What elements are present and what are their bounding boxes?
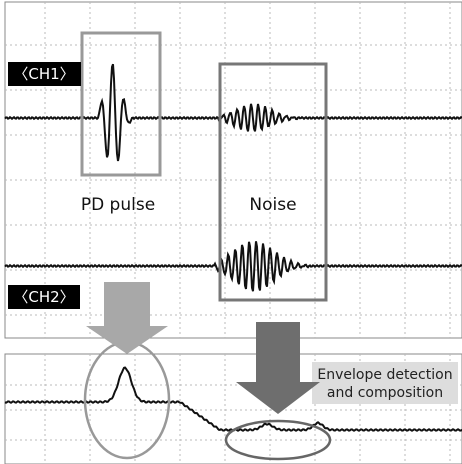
envelope-label-2: and composition [327,385,443,401]
ch2-label: 〈CH2〉 [13,288,74,306]
envelope-label-1: Envelope detection [317,367,452,383]
pd-pulse-label: PD pulse [81,195,155,215]
figure: 〈CH1〉 〈CH2〉 PD pulse Noise Envelope dete… [0,0,462,464]
noise-label: Noise [249,195,296,215]
ch1-label: 〈CH1〉 [13,65,74,83]
